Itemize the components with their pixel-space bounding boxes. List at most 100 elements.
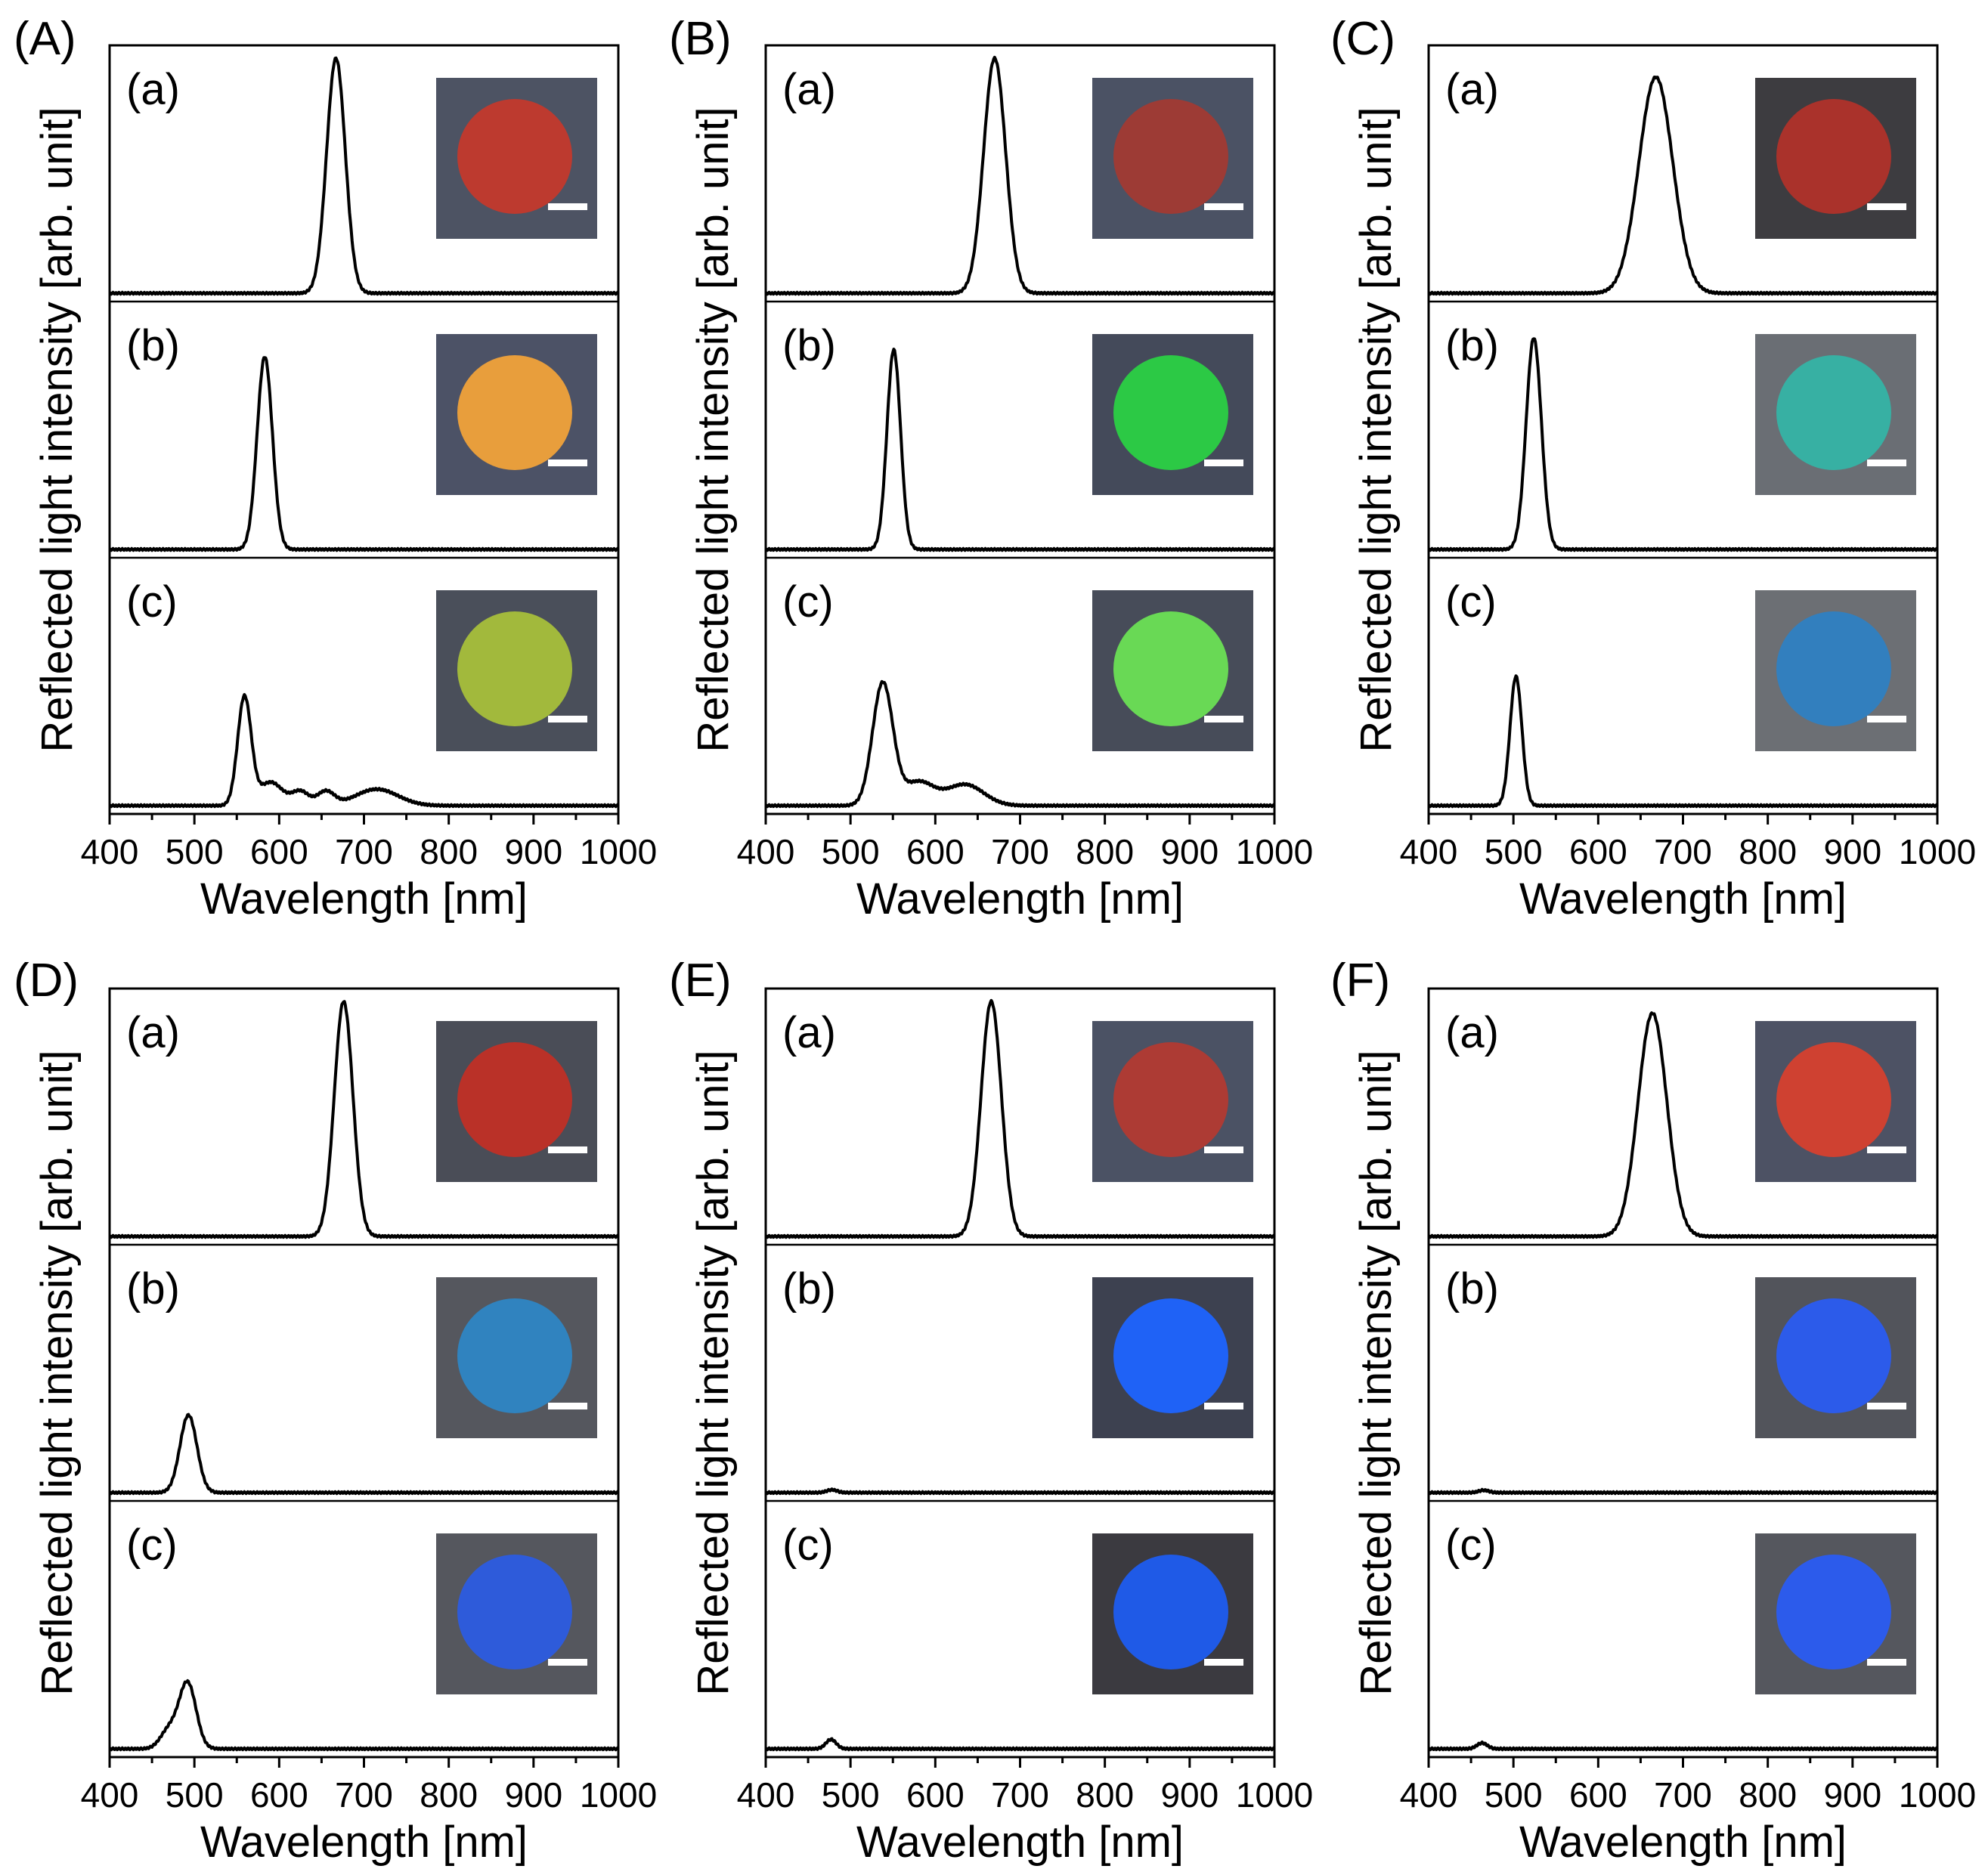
spectrum-line xyxy=(1427,1487,1939,1496)
subplot-label: (b) xyxy=(782,321,836,370)
scale-bar xyxy=(548,1659,587,1666)
subplot-label: (c) xyxy=(782,1521,834,1570)
x-tick-label: 500 xyxy=(822,1775,880,1815)
spectrum-line xyxy=(764,679,1276,809)
x-tick-label: 500 xyxy=(1485,832,1543,871)
spectrum-line xyxy=(764,998,1276,1239)
x-axis-title: Wavelength [nm] xyxy=(1519,1818,1847,1867)
spectrum-line xyxy=(1427,76,1939,296)
sample-disc xyxy=(1776,99,1891,214)
x-tick-label: 900 xyxy=(504,832,562,871)
spectrum-line xyxy=(764,1737,1276,1752)
sample-disc xyxy=(457,611,572,726)
spectrum-line xyxy=(764,1487,1276,1496)
x-tick-label: 700 xyxy=(1654,832,1712,871)
x-tick-label: 600 xyxy=(1569,832,1627,871)
x-tick-label: 800 xyxy=(420,1775,478,1815)
x-tick-label: 700 xyxy=(991,1775,1049,1815)
x-tick-label: 700 xyxy=(335,832,393,871)
spectrum-line xyxy=(108,56,620,296)
scale-bar xyxy=(548,716,587,722)
y-axis-title: Reflected light intensity [arb. unit] xyxy=(689,1050,738,1695)
x-axis-title: Wavelength [nm] xyxy=(856,1818,1184,1867)
sample-disc xyxy=(457,99,572,214)
x-tick-label: 800 xyxy=(420,832,478,871)
x-tick-label: 400 xyxy=(1400,1775,1458,1815)
chart-panel-e: (E) (a) (b) (c) 400 500 600 700 800 900 1000 Wavele… xyxy=(669,955,1313,1867)
x-tick-label: 1000 xyxy=(1899,1775,1976,1815)
scale-bar xyxy=(1867,716,1906,722)
subplot-label: (a) xyxy=(126,1008,180,1057)
x-tick-label: 1000 xyxy=(1236,832,1313,871)
subplot-label: (a) xyxy=(126,65,180,114)
x-tick-label: 1000 xyxy=(580,1775,657,1815)
x-tick-label: 400 xyxy=(81,832,139,871)
chart-panel-b: (B) (a) (b) (c) 400 500 600 700 800 900 1000 Wavele… xyxy=(669,13,1313,924)
x-tick-label: 800 xyxy=(1076,1775,1134,1815)
chart-panel-c: (C) (a) (b) (c) 400 500 600 700 800 900 1000 Wavele… xyxy=(1330,13,1976,924)
spectrum-line xyxy=(108,1413,620,1496)
scale-bar xyxy=(1867,203,1906,210)
subplot-label: (b) xyxy=(782,1264,836,1313)
scale-bar xyxy=(1867,1146,1906,1153)
panel-letter: (C) xyxy=(1330,13,1395,65)
subplot-label: (a) xyxy=(1445,1008,1499,1057)
x-tick-label: 500 xyxy=(1485,1775,1543,1815)
subplot-label: (c) xyxy=(1445,577,1497,627)
panel-letter: (D) xyxy=(14,955,79,1007)
subplot-label: (c) xyxy=(126,577,178,627)
sample-disc xyxy=(1776,1555,1891,1669)
subplot-label: (b) xyxy=(1445,1264,1499,1313)
x-tick-label: 1000 xyxy=(580,832,657,871)
y-axis-title: Reflected light intensity [arb. unit] xyxy=(689,107,738,752)
x-tick-label: 700 xyxy=(335,1775,393,1815)
x-tick-label: 400 xyxy=(81,1775,139,1815)
panel-letter: (F) xyxy=(1330,955,1390,1007)
sample-disc xyxy=(1113,355,1228,470)
scale-bar xyxy=(1867,1659,1906,1666)
chart-panel-d: (D) (a) (b) (c) 400 500 600 700 800 900 1000 Wavele… xyxy=(14,955,657,1867)
sample-disc xyxy=(1113,99,1228,214)
x-axis-title: Wavelength [nm] xyxy=(1519,874,1847,924)
x-tick-label: 900 xyxy=(1160,832,1219,871)
x-tick-label: 800 xyxy=(1076,832,1134,871)
scale-bar xyxy=(548,203,587,210)
sample-disc xyxy=(1776,355,1891,470)
sample-disc xyxy=(457,1555,572,1669)
scale-bar xyxy=(1867,1403,1906,1409)
sample-disc xyxy=(1113,1042,1228,1157)
y-axis-title: Reflected light intensity [arb. unit] xyxy=(1352,1050,1401,1695)
scale-bar xyxy=(1867,459,1906,466)
sample-disc xyxy=(457,355,572,470)
x-tick-label: 800 xyxy=(1739,1775,1797,1815)
subplot-label: (b) xyxy=(126,1264,180,1313)
x-tick-label: 600 xyxy=(1569,1775,1627,1815)
x-tick-label: 700 xyxy=(991,832,1049,871)
x-tick-label: 400 xyxy=(737,1775,795,1815)
scale-bar xyxy=(548,1146,587,1153)
x-tick-label: 900 xyxy=(1823,1775,1881,1815)
spectrum-line xyxy=(108,356,620,552)
panel-letter: (E) xyxy=(669,955,732,1007)
scale-bar xyxy=(1204,1146,1243,1153)
subplot-label: (a) xyxy=(1445,65,1499,114)
x-tick-label: 600 xyxy=(250,832,308,871)
spectrum-line xyxy=(1427,337,1939,552)
panel-letter: (A) xyxy=(14,13,76,65)
sample-disc xyxy=(1113,1555,1228,1669)
panel-letter: (B) xyxy=(669,13,732,65)
x-tick-label: 400 xyxy=(737,832,795,871)
x-tick-label: 600 xyxy=(250,1775,308,1815)
subplot-label: (c) xyxy=(1445,1521,1497,1570)
spectrum-line xyxy=(108,1000,620,1239)
scale-bar xyxy=(1204,1659,1243,1666)
chart-panel-f: (F) (a) (b) (c) 400 500 600 700 800 900 1000 Wavele… xyxy=(1330,955,1976,1867)
sample-disc xyxy=(457,1298,572,1413)
x-tick-label: 1000 xyxy=(1899,832,1976,871)
x-tick-label: 900 xyxy=(1160,1775,1219,1815)
x-tick-label: 500 xyxy=(822,832,880,871)
scale-bar xyxy=(1204,1403,1243,1409)
scale-bar xyxy=(548,459,587,466)
sample-disc xyxy=(1776,611,1891,726)
